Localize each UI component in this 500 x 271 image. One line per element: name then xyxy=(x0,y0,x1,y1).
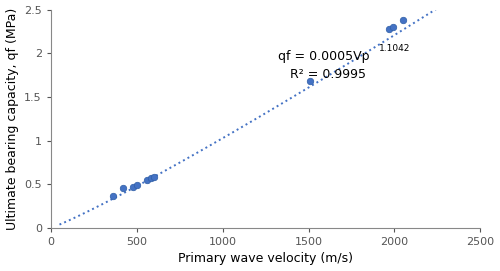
Y-axis label: Ultimate bearing capacity, qf (MPa): Ultimate bearing capacity, qf (MPa) xyxy=(6,8,18,230)
Point xyxy=(146,176,154,180)
Point xyxy=(143,178,151,182)
Point xyxy=(386,27,394,31)
Point xyxy=(133,183,141,187)
Point xyxy=(119,186,127,190)
Point xyxy=(130,185,138,189)
Point xyxy=(389,25,397,29)
Point xyxy=(108,193,116,198)
Text: qf = 0.0005Vp: qf = 0.0005Vp xyxy=(278,50,369,63)
Point xyxy=(399,18,407,22)
Point xyxy=(306,79,314,83)
Text: R² = 0.9995: R² = 0.9995 xyxy=(290,68,366,81)
Text: 1.1042: 1.1042 xyxy=(379,44,410,53)
Point xyxy=(150,175,158,179)
X-axis label: Primary wave velocity (m/s): Primary wave velocity (m/s) xyxy=(178,253,353,265)
